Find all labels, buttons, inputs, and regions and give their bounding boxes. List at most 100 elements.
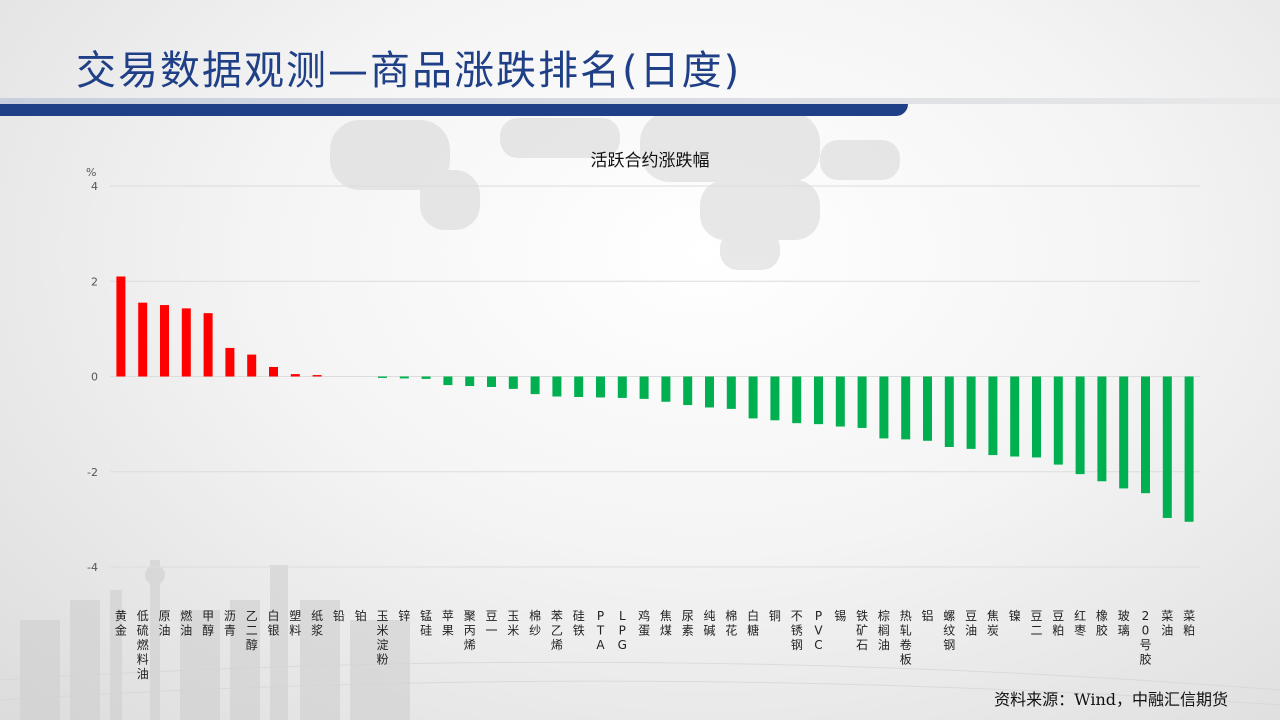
category-label: 铜: [769, 608, 781, 623]
bar: [1032, 376, 1041, 458]
category-label: 菜粕: [1183, 609, 1195, 638]
category-label: 聚丙烯: [464, 609, 476, 652]
category-label: 燃油: [180, 608, 192, 638]
category-label: 锰硅: [420, 608, 432, 638]
category-label: 原油: [158, 609, 170, 638]
bar: [312, 375, 322, 377]
category-label: 纯碱: [703, 609, 715, 638]
category-label: 棉花: [725, 609, 737, 638]
category-label: 菜油: [1161, 609, 1173, 638]
bar: [792, 376, 802, 424]
bar: [1010, 376, 1020, 457]
category-label: 棕榈油: [878, 608, 890, 652]
category-label: 玉米: [507, 609, 519, 638]
y-tick-label: 0: [91, 371, 98, 384]
category-label: 黄金: [115, 609, 127, 638]
bar: [596, 376, 605, 398]
bar: [835, 376, 845, 427]
category-label: 铝: [921, 608, 933, 623]
bar: [508, 376, 518, 389]
category-label: 铂: [355, 608, 367, 623]
bar: [966, 376, 976, 449]
bar: [639, 376, 649, 399]
bar: [116, 276, 126, 377]
bar: [661, 376, 671, 402]
category-label: 鸡蛋: [638, 608, 650, 638]
bar: [748, 376, 758, 419]
bar: [552, 376, 562, 397]
bar: [421, 376, 431, 379]
bar: [1119, 376, 1129, 489]
bar: [988, 376, 998, 456]
category-label: 豆油: [965, 609, 977, 638]
bar: [203, 313, 213, 377]
category-label: 锌: [398, 609, 410, 623]
bar: [1141, 376, 1150, 494]
bar: [814, 376, 823, 425]
category-label: 乙二醇: [246, 609, 258, 652]
bar: [378, 376, 387, 378]
bar: [290, 374, 300, 377]
bar: [726, 376, 736, 409]
bar: [879, 376, 889, 439]
bar: [530, 376, 540, 395]
title-rule-light: [0, 98, 1280, 104]
category-label: 塑料: [289, 608, 301, 638]
bar: [857, 376, 867, 428]
bar: [269, 366, 278, 377]
bar: [617, 376, 627, 398]
category-label: 低硫燃料油: [137, 609, 149, 681]
bar: [225, 347, 235, 377]
y-tick-label: -2: [87, 466, 98, 479]
page-title: 交易数据观测—商品涨跌排名(日度): [76, 48, 742, 94]
category-label: 红枣: [1074, 608, 1086, 638]
category-label: 豆粕: [1052, 609, 1064, 638]
category-label: 铁矿石: [856, 609, 868, 652]
category-label: 玻璃: [1118, 609, 1130, 638]
category-label: 白糖: [747, 608, 759, 638]
category-label: 纸浆: [311, 609, 323, 638]
category-label: 豆一: [485, 609, 497, 638]
category-label: 橡胶: [1096, 609, 1108, 638]
source-note: 资料来源：Wind，中融汇信期货: [994, 690, 1228, 709]
bar: [465, 376, 475, 387]
category-label: 焦炭: [987, 609, 999, 638]
bar: [247, 354, 257, 377]
bar: [574, 376, 584, 397]
category-label: 尿素: [682, 609, 694, 638]
bar: [1184, 376, 1194, 522]
bar: [181, 308, 191, 377]
category-label: 镍: [1009, 609, 1021, 623]
category-label: 焦煤: [660, 609, 672, 638]
bar: [944, 376, 954, 447]
category-label: 热轧卷板: [900, 609, 912, 667]
category-label: 2 0 号胶: [1139, 609, 1151, 667]
bar: [1162, 376, 1172, 518]
bar: [487, 376, 496, 387]
category-label: 铅: [333, 609, 345, 623]
y-tick-label: 2: [91, 275, 98, 288]
category-label: 螺纹钢: [943, 609, 955, 652]
category-label: 沥青: [224, 609, 236, 638]
category-label: 锡: [834, 608, 846, 623]
category-label: 不锈钢: [791, 609, 803, 652]
bar: [770, 376, 780, 421]
category-label: 棉纱: [529, 609, 541, 638]
bar: [901, 376, 911, 440]
category-label: 苹果: [442, 609, 454, 638]
bar: [923, 376, 932, 441]
bar: [443, 376, 453, 386]
bar: [705, 376, 714, 408]
bar: [1097, 376, 1107, 482]
category-label: 甲醇: [202, 609, 214, 638]
y-tick-label: 4: [91, 180, 98, 193]
category-label: 豆二: [1030, 609, 1042, 638]
y-tick-label: -4: [87, 561, 98, 574]
bar: [160, 305, 169, 377]
y-axis-unit: %: [86, 166, 96, 179]
category-label: 玉米淀粉: [376, 609, 388, 667]
chart-title: 活跃合约涨跌幅: [590, 151, 710, 171]
